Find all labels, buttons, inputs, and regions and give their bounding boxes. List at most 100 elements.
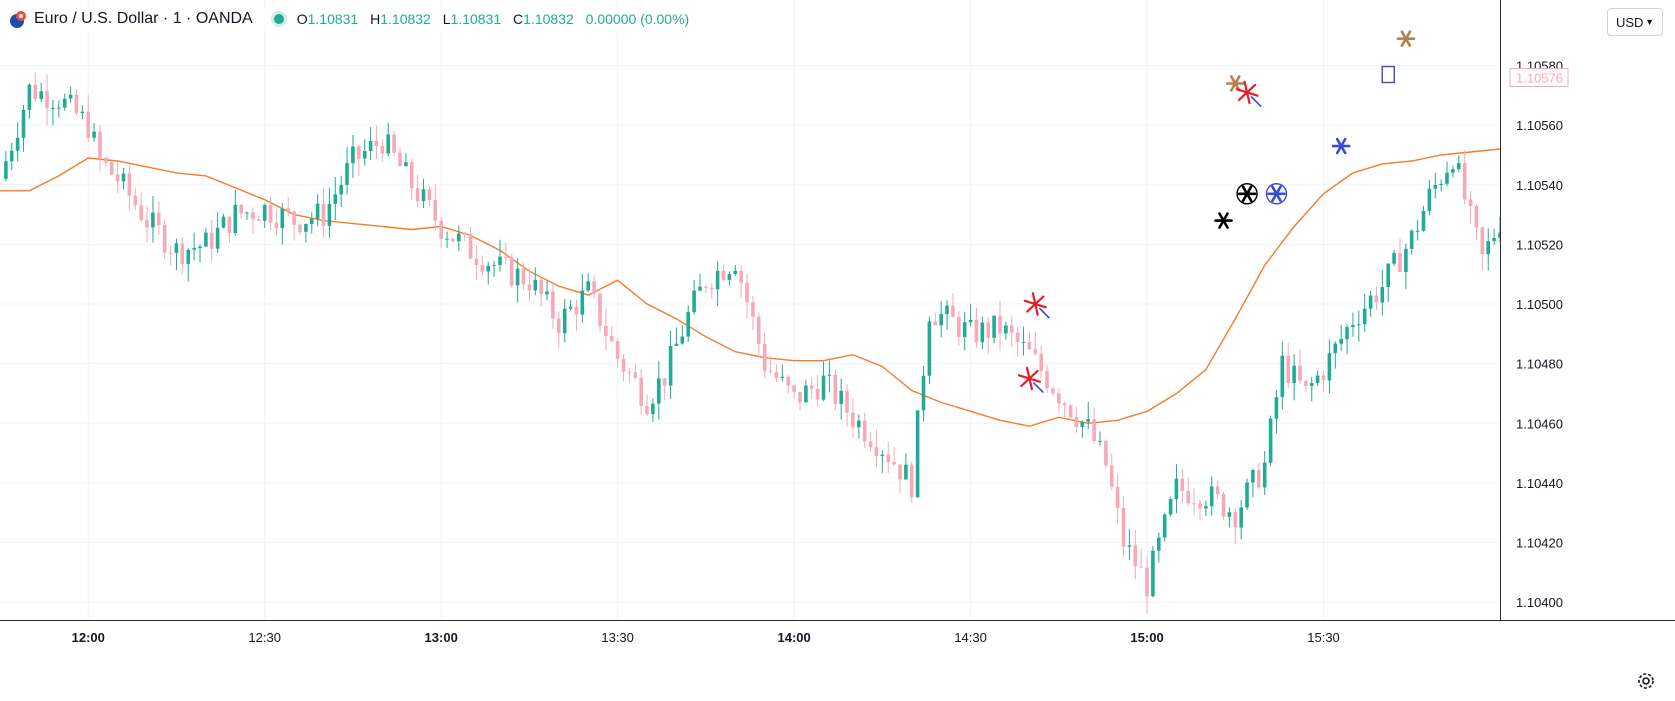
candle-body bbox=[1357, 324, 1361, 325]
candle-body bbox=[1375, 296, 1379, 303]
candle-body bbox=[751, 302, 755, 317]
candle-body bbox=[1275, 397, 1279, 419]
candle-body bbox=[1286, 356, 1290, 383]
candle-body bbox=[610, 336, 614, 341]
price-tick-label: 1.10400 bbox=[1516, 595, 1563, 610]
candle-body bbox=[986, 323, 990, 338]
candle-body bbox=[534, 280, 538, 291]
annotation-asterisk-icon[interactable] bbox=[1227, 77, 1243, 91]
candle-body bbox=[698, 287, 702, 291]
candle-body bbox=[186, 250, 190, 264]
candle-body bbox=[816, 389, 820, 400]
candle-body bbox=[1022, 342, 1026, 343]
candle-body bbox=[1234, 512, 1238, 527]
candle-body bbox=[457, 234, 461, 242]
ohlc-close-key: C bbox=[513, 11, 523, 27]
candle-body bbox=[857, 421, 861, 428]
ohlc-high-key: H bbox=[370, 11, 380, 27]
annotation-asterisk-icon[interactable] bbox=[1237, 184, 1257, 204]
symbol-title[interactable]: Euro / U.S. Dollar · 1 · OANDA bbox=[34, 10, 253, 28]
candle-body bbox=[398, 153, 402, 166]
candle-body bbox=[934, 321, 938, 325]
candle-body bbox=[686, 312, 690, 337]
candle-body bbox=[851, 413, 855, 427]
annotation-asterisk-icon[interactable] bbox=[1266, 184, 1286, 204]
candle-body bbox=[798, 392, 802, 403]
candle-body bbox=[104, 158, 108, 163]
candle-body bbox=[1492, 238, 1496, 241]
candle-body bbox=[1204, 506, 1208, 508]
candle-body bbox=[181, 243, 185, 264]
candle-body bbox=[1334, 344, 1338, 354]
candle-body bbox=[1151, 551, 1155, 597]
candle-body bbox=[992, 316, 996, 338]
candle-body bbox=[404, 162, 408, 166]
annotation-asterisk-icon[interactable] bbox=[1333, 139, 1349, 153]
candle-body bbox=[569, 307, 573, 309]
candle-body bbox=[86, 112, 90, 138]
candle-body bbox=[804, 386, 808, 403]
candle-body bbox=[245, 213, 249, 214]
candle-body bbox=[228, 217, 232, 233]
candle-body bbox=[257, 219, 261, 221]
candle-body bbox=[1128, 545, 1132, 546]
candle-body bbox=[922, 376, 926, 411]
candle-body bbox=[675, 344, 679, 346]
candle-body bbox=[1034, 349, 1038, 354]
candle-body bbox=[463, 234, 467, 235]
candle-body bbox=[792, 386, 796, 392]
annotation-square-icon[interactable] bbox=[1382, 67, 1394, 83]
candle-body bbox=[645, 406, 649, 414]
candle-body bbox=[1039, 354, 1043, 371]
annotation-asterisk-icon[interactable] bbox=[1398, 32, 1414, 46]
candle-body bbox=[275, 223, 279, 228]
price-tick-label: 1.10460 bbox=[1516, 416, 1563, 431]
candle-body bbox=[722, 271, 726, 280]
candle-body bbox=[786, 377, 790, 386]
drawing-annotations[interactable] bbox=[1019, 32, 1414, 393]
candle-body bbox=[763, 344, 767, 371]
time-tick-label: 14:30 bbox=[954, 630, 987, 645]
candle-body bbox=[263, 205, 267, 221]
candle-body bbox=[110, 162, 114, 174]
annotation-asterisk-icon[interactable] bbox=[1019, 368, 1044, 393]
candle-body bbox=[734, 271, 738, 274]
time-tick-label: 15:30 bbox=[1307, 630, 1340, 645]
candle-body bbox=[651, 404, 655, 415]
candle-body bbox=[1016, 333, 1020, 343]
candle-body bbox=[545, 292, 549, 295]
currency-selector[interactable]: USD ▼ bbox=[1607, 8, 1663, 36]
candle-body bbox=[1222, 494, 1226, 517]
candles bbox=[4, 63, 1675, 614]
candle-body bbox=[175, 243, 179, 253]
candle-body bbox=[1004, 326, 1008, 334]
time-tick-label: 15:00 bbox=[1130, 630, 1163, 645]
candle-body bbox=[1304, 381, 1308, 386]
candle-body bbox=[1145, 568, 1149, 597]
candle-body bbox=[1386, 264, 1390, 287]
candle-body bbox=[1069, 405, 1073, 417]
chevron-down-icon: ▼ bbox=[1645, 17, 1654, 27]
candle-body bbox=[428, 189, 432, 200]
price-axis[interactable]: 1.105801.105601.105401.105201.105001.104… bbox=[1500, 0, 1675, 696]
candle-body bbox=[1192, 503, 1196, 504]
annotation-asterisk-icon[interactable] bbox=[1025, 293, 1049, 318]
candle-body bbox=[63, 99, 67, 108]
candle-body bbox=[704, 287, 708, 288]
candle-body bbox=[1239, 507, 1243, 527]
candle-body bbox=[1210, 486, 1214, 506]
candle-body bbox=[251, 213, 255, 220]
candle-body bbox=[1316, 376, 1320, 384]
candle-body bbox=[1475, 206, 1479, 228]
candle-body bbox=[828, 375, 832, 376]
candle-body bbox=[1381, 287, 1385, 302]
candle-body bbox=[451, 239, 455, 241]
settings-gear-icon[interactable] bbox=[1635, 670, 1657, 692]
candle-body bbox=[1198, 503, 1202, 508]
annotation-asterisk-icon[interactable] bbox=[1237, 82, 1261, 107]
annotation-asterisk-icon[interactable] bbox=[1216, 214, 1232, 228]
candle-body bbox=[1328, 353, 1332, 380]
